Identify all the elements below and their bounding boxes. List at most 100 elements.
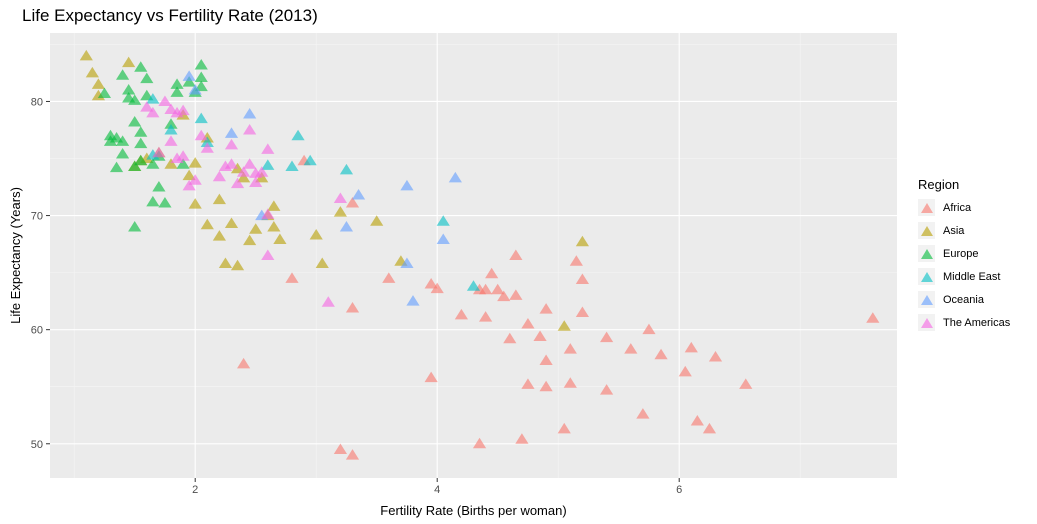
legend-label-africa: Africa bbox=[943, 201, 972, 214]
point-africa bbox=[575, 273, 589, 284]
point-asia bbox=[188, 157, 202, 168]
triangle-icon bbox=[920, 248, 933, 259]
legend-key-the-americas bbox=[918, 314, 935, 331]
point-europe bbox=[158, 197, 172, 208]
point-africa bbox=[430, 282, 444, 294]
point-middle-east bbox=[194, 112, 208, 124]
point-asia bbox=[249, 223, 263, 234]
point-africa bbox=[569, 255, 583, 266]
legend-item-asia: Asia bbox=[918, 219, 1010, 242]
point-oceania bbox=[182, 70, 196, 81]
point-africa bbox=[345, 197, 360, 208]
point-africa bbox=[521, 378, 535, 389]
point-the-americas bbox=[224, 138, 239, 150]
point-africa bbox=[479, 311, 493, 322]
point-africa bbox=[491, 283, 505, 295]
point-asia bbox=[333, 206, 347, 217]
point-the-americas bbox=[243, 158, 257, 169]
legend-item-africa: Africa bbox=[918, 196, 1010, 219]
legend-key-asia bbox=[918, 222, 935, 239]
legend-title: Region bbox=[918, 177, 960, 192]
point-middle-east bbox=[339, 163, 354, 175]
point-the-americas bbox=[146, 106, 160, 118]
point-the-americas bbox=[188, 174, 202, 185]
legend-item-the-americas: The Americas bbox=[918, 311, 1010, 334]
point-africa bbox=[345, 449, 360, 460]
legend-key-middle-east bbox=[918, 268, 935, 285]
point-africa bbox=[285, 272, 299, 283]
legend-label-oceania: Oceania bbox=[943, 293, 984, 306]
point-asia bbox=[164, 158, 178, 169]
point-africa bbox=[624, 343, 638, 354]
triangle-icon bbox=[920, 225, 933, 236]
point-europe bbox=[164, 118, 178, 129]
point-europe bbox=[134, 154, 148, 166]
point-europe bbox=[140, 72, 154, 84]
point-oceania bbox=[188, 84, 202, 95]
point-middle-east bbox=[200, 136, 214, 148]
point-middle-east bbox=[291, 129, 305, 141]
point-middle-east bbox=[261, 159, 275, 170]
point-asia bbox=[122, 56, 136, 68]
point-asia bbox=[243, 234, 257, 246]
chart-title: Life Expectancy vs Fertility Rate (2013) bbox=[22, 6, 318, 25]
point-the-americas bbox=[194, 129, 208, 141]
point-oceania bbox=[224, 127, 239, 138]
point-europe bbox=[128, 94, 142, 105]
y-tick-label: 50 bbox=[31, 439, 43, 451]
point-asia bbox=[267, 200, 281, 211]
legend-item-europe: Europe bbox=[918, 242, 1010, 265]
point-oceania bbox=[436, 233, 450, 245]
point-africa bbox=[503, 332, 517, 344]
point-europe bbox=[182, 76, 196, 87]
triangle-icon bbox=[920, 202, 933, 213]
point-africa bbox=[539, 303, 553, 314]
point-europe bbox=[134, 126, 148, 137]
point-oceania bbox=[406, 295, 420, 306]
point-africa bbox=[382, 272, 396, 283]
point-europe bbox=[134, 61, 148, 72]
legend-item-oceania: Oceania bbox=[918, 288, 1010, 311]
point-the-americas bbox=[140, 101, 154, 112]
point-the-americas bbox=[333, 192, 347, 203]
point-europe bbox=[146, 158, 160, 169]
point-europe bbox=[194, 58, 208, 70]
point-asia bbox=[315, 257, 329, 268]
point-africa bbox=[533, 330, 547, 342]
y-tick-label: 60 bbox=[31, 325, 43, 337]
point-africa bbox=[708, 351, 723, 362]
point-africa bbox=[642, 323, 656, 335]
point-africa bbox=[509, 289, 523, 300]
triangle-icon bbox=[920, 317, 933, 328]
x-axis-label: Fertility Rate (Births per woman) bbox=[380, 503, 566, 518]
point-asia bbox=[224, 217, 239, 229]
point-the-americas bbox=[230, 177, 245, 189]
point-africa bbox=[472, 437, 487, 449]
point-europe bbox=[128, 116, 142, 127]
point-oceania bbox=[448, 171, 462, 183]
point-africa bbox=[636, 408, 650, 419]
legend-label-middle-east: Middle East bbox=[943, 270, 1001, 283]
point-europe bbox=[109, 161, 124, 173]
point-asia bbox=[188, 198, 202, 209]
point-africa bbox=[345, 301, 360, 313]
point-africa bbox=[485, 267, 499, 279]
y-tick-label: 80 bbox=[31, 96, 43, 108]
point-asia bbox=[309, 228, 323, 240]
triangle-icon bbox=[920, 271, 933, 282]
point-africa bbox=[557, 422, 571, 434]
point-the-americas bbox=[176, 104, 190, 116]
legend-label-the-americas: The Americas bbox=[943, 316, 1011, 329]
point-asia bbox=[212, 230, 226, 241]
point-europe bbox=[146, 195, 160, 207]
point-asia bbox=[218, 257, 233, 268]
point-asia bbox=[237, 171, 251, 183]
point-middle-east bbox=[466, 280, 481, 291]
point-africa bbox=[539, 380, 553, 392]
point-africa bbox=[739, 378, 753, 389]
point-asia bbox=[182, 169, 196, 181]
y-tick-label: 70 bbox=[31, 211, 43, 223]
point-africa bbox=[702, 422, 717, 434]
point-asia bbox=[557, 320, 571, 331]
